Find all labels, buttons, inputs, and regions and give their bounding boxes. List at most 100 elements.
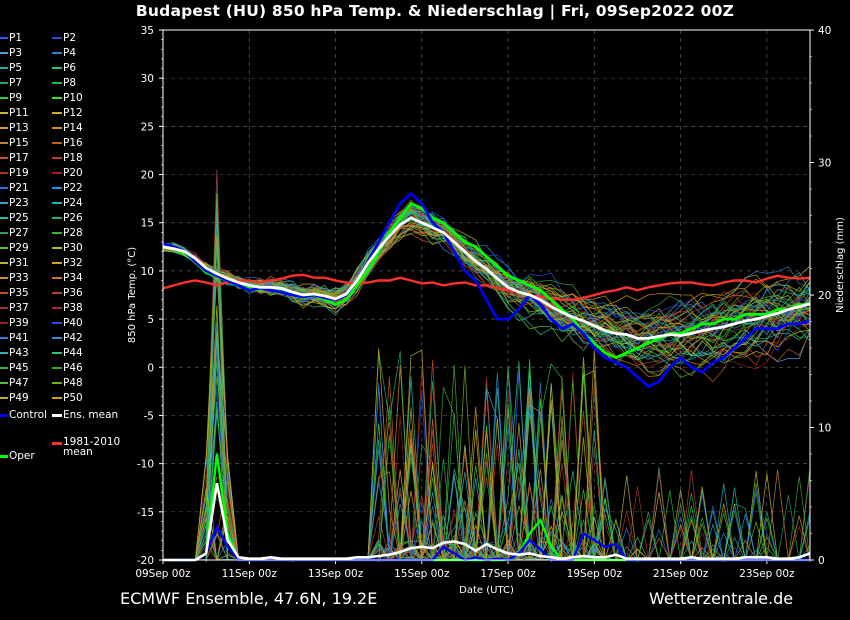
member-temp-line-P38 [162,206,810,348]
legend-label: Ens. mean [63,409,119,421]
legend-swatch [52,52,62,54]
legend-swatch [0,277,8,279]
legend-label: P48 [63,377,83,389]
footer-source: ECMWF Ensemble, 47.6N, 19.2E [120,589,378,608]
legend-swatch [52,187,62,189]
legend-item-P25: P25 [0,212,29,224]
member-temp-line-P18 [162,227,811,366]
legend-item-P10: P10 [52,92,83,104]
member-precip-line-P21 [163,386,810,562]
legend-label: P28 [63,227,83,239]
legend-item-P39: P39 [0,317,29,329]
legend-swatch [0,454,8,458]
legend-label: P5 [9,62,23,74]
legend-item-P20: P20 [52,167,83,179]
y-tick-label: 15 [141,218,154,230]
legend-label: P11 [9,107,29,119]
member-temp-line-P30 [162,206,811,348]
legend-item-P26: P26 [52,212,83,224]
member-precip-line-P29 [163,376,810,561]
legend-swatch [0,217,8,219]
legend-label: P39 [9,317,29,329]
legend-item-P7: P7 [0,77,22,89]
x-tick-label: 17Sep 00z [480,568,536,580]
legend-item-P21: P21 [0,182,29,194]
legend-item-P35: P35 [0,287,29,299]
legend-swatch [52,441,62,445]
legend-label: P38 [63,302,83,314]
legend-swatch [0,352,8,354]
legend-swatch [52,172,62,174]
legend-label: P2 [63,32,77,44]
legend-swatch [0,142,8,144]
legend-item-P31: P31 [0,257,29,269]
legend-label: P35 [9,287,29,299]
legend-item-P30: P30 [52,242,83,254]
legend-label: P12 [63,107,83,119]
legend-item-P9: P9 [0,92,22,104]
legend-label: P4 [63,47,77,59]
y-tick-label: -15 [137,507,154,519]
legend-swatch [52,413,62,417]
legend: P1 P2 P3 P4 P5 P6 P7 P8 P9 P10 P11 P12 P13 P14 P15 P16 P… [0,32,160,462]
footer-site[interactable]: Wetterzentrale.de [649,589,794,608]
legend-swatch [52,217,62,219]
legend-item-P41: P41 [0,332,29,344]
legend-item-P15: P15 [0,137,29,149]
member-precip-line-P49 [163,370,810,561]
legend-swatch [52,232,62,234]
y2-tick-label: 40 [818,25,831,37]
legend-swatch [52,142,62,144]
legend-swatch [0,37,8,39]
legend-swatch [0,307,8,309]
legend-item-P32: P32 [52,257,83,269]
legend-item-P13: P13 [0,122,29,134]
legend-label: P43 [9,347,29,359]
legend-label: P36 [63,287,83,299]
legend-swatch [0,367,8,369]
legend-item-P23: P23 [0,197,29,209]
legend-label: P42 [63,332,83,344]
legend-label: P32 [63,257,83,269]
legend-label: P22 [63,182,83,194]
legend-swatch [0,82,8,84]
legend-item-P44: P44 [52,347,83,359]
legend-item-P37: P37 [0,302,29,314]
legend-swatch [52,337,62,339]
legend-item-P47: P47 [0,377,29,389]
member-precip-line-P16 [163,376,810,562]
member-precip-line-P39 [163,371,810,561]
legend-swatch [52,37,62,39]
legend-label: P25 [9,212,29,224]
member-precip-line-P34 [163,379,810,561]
legend-label: 1981-2010 mean [63,436,121,458]
y-tick-label: 25 [141,121,154,133]
legend-swatch [52,67,62,69]
legend-swatch [0,97,8,99]
legend-swatch [0,337,8,339]
legend-swatch [0,232,8,234]
legend-label: P10 [63,92,83,104]
legend-label: P15 [9,137,29,149]
legend-swatch [0,247,8,249]
legend-label: Control [9,409,47,421]
legend-swatch [0,67,8,69]
legend-item-P27: P27 [0,227,29,239]
y-tick-label: 10 [141,266,154,278]
legend-item-P24: P24 [52,197,83,209]
legend-swatch [0,397,8,399]
legend-swatch [0,413,8,417]
legend-item-P5: P5 [0,62,22,74]
legend-label: P16 [63,137,83,149]
member-temp-line-P21 [162,209,811,334]
legend-item-P3: P3 [0,47,22,59]
legend-item-P29: P29 [0,242,29,254]
x-tick-label: 13Sep 00z [308,568,364,580]
legend-label: P14 [63,122,83,134]
legend-item-control: Control [0,409,47,421]
legend-item-P11: P11 [0,107,29,119]
legend-item-P28: P28 [52,227,83,239]
page-title: Budapest (HU) 850 hPa Temp. & Niederschl… [135,2,735,20]
legend-label: P8 [63,77,77,89]
